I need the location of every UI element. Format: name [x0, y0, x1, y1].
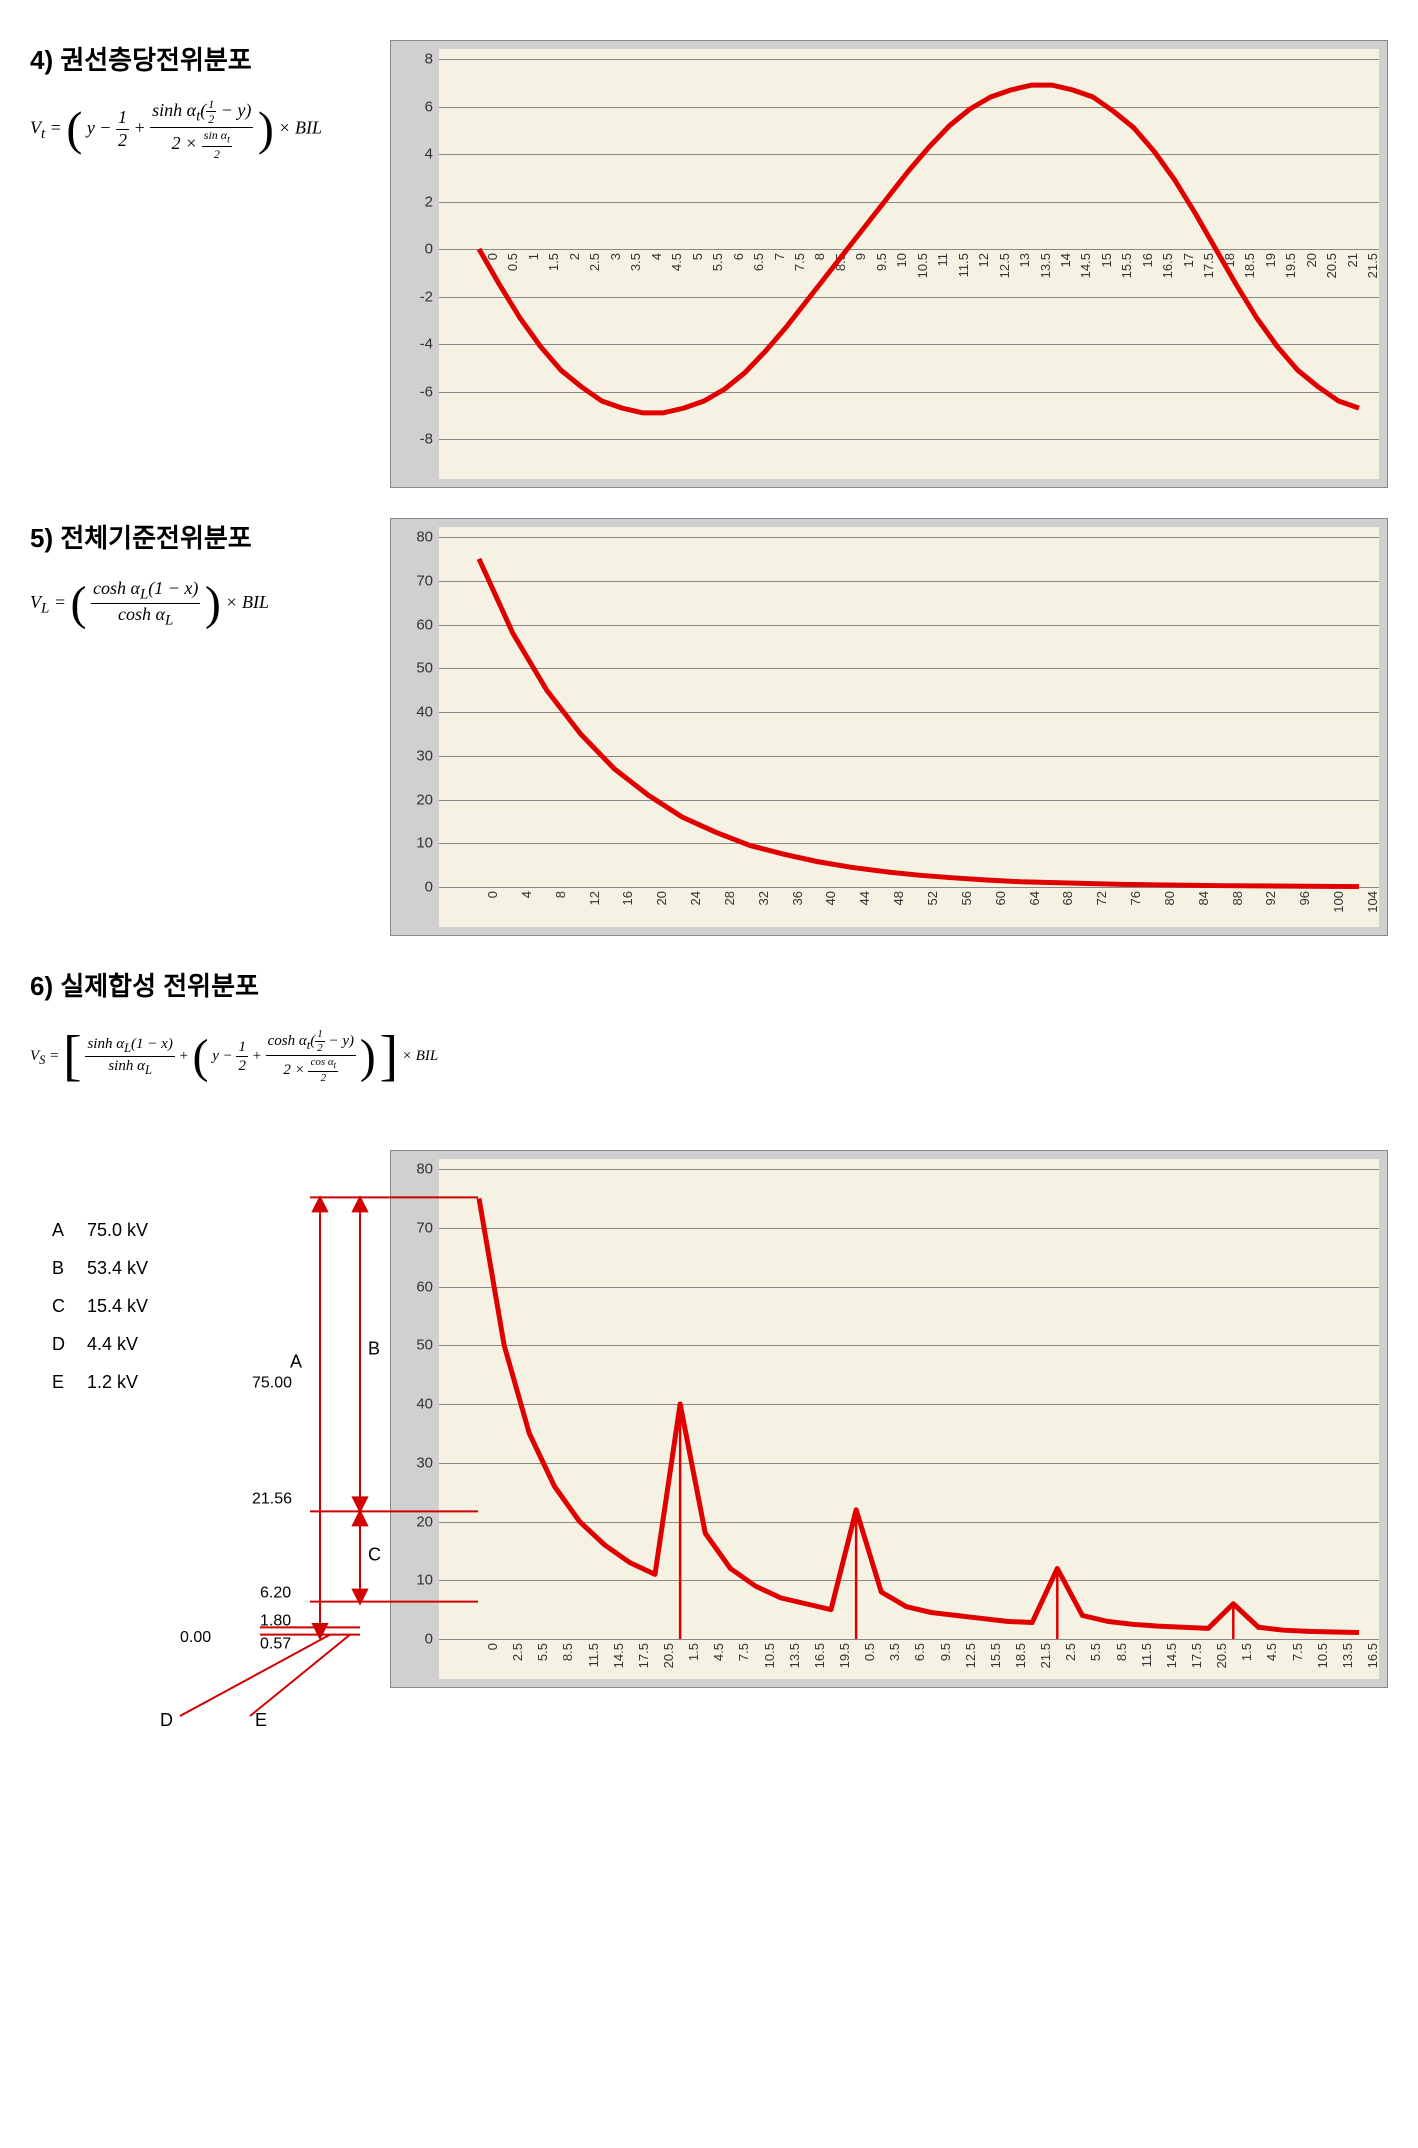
- annotation-text: D: [160, 1710, 173, 1730]
- y-tick-label: 70: [416, 572, 439, 589]
- y-tick-label: 0: [425, 241, 439, 258]
- annotation-text: 6.20: [260, 1585, 291, 1602]
- y-tick-label: 6: [425, 98, 439, 115]
- y-tick-label: 80: [416, 529, 439, 546]
- y-tick-label: -6: [420, 383, 439, 400]
- y-tick-label: 20: [416, 791, 439, 808]
- section4-formula: Vt = ( y − 12 + sinh αt(12 − y) 2 × sin …: [30, 97, 370, 162]
- chart3-annotation-overlay: A 75.00 B 21.56 C 6.20 1.80 0.57 0.00 D E: [30, 1150, 1390, 1746]
- section-4: 4) 권선층당전위분포 Vt = ( y − 12 + sinh αt(12 −…: [30, 40, 1388, 488]
- formula6-tail: × BIL: [402, 1048, 438, 1064]
- formula5-tail: × BIL: [225, 592, 269, 612]
- chart-line: [479, 559, 1359, 887]
- annotation-text: 1.80: [260, 1613, 291, 1630]
- section6-formula: VS = [ sinh αL(1 − x) sinh αL + ( y − 12…: [30, 1023, 1388, 1090]
- section6-heading: 6) 실제합성 전위분포: [30, 966, 1388, 1003]
- annotation-text: 21.56: [252, 1491, 292, 1508]
- y-tick-label: -4: [420, 336, 439, 353]
- y-tick-label: 40: [416, 704, 439, 721]
- annotation-text: 0.00: [180, 1629, 211, 1646]
- y-tick-label: 50: [416, 660, 439, 677]
- chart1: -8-6-4-20246800.511.522.533.544.555.566.…: [390, 40, 1388, 488]
- y-tick-label: 30: [416, 747, 439, 764]
- section4-heading: 4) 권선층당전위분포: [30, 40, 370, 77]
- annotation-text: 0.57: [260, 1636, 291, 1653]
- y-tick-label: 8: [425, 51, 439, 68]
- y-tick-label: 0: [425, 879, 439, 896]
- y-tick-label: -8: [420, 431, 439, 448]
- chart-line: [479, 85, 1359, 413]
- section-5: 5) 전체기준전위분포 VL = ( cosh αL(1 − x) cosh α…: [30, 518, 1388, 936]
- y-tick-label: 4: [425, 146, 439, 163]
- y-tick-label: 2: [425, 193, 439, 210]
- formula4-tail: × BIL: [278, 117, 322, 137]
- section5-heading: 5) 전체기준전위분포: [30, 518, 370, 555]
- annotation-text: C: [368, 1545, 381, 1565]
- annotation-text: 75.00: [252, 1375, 292, 1392]
- section5-formula: VL = ( cosh αL(1 − x) cosh αL ) × BIL: [30, 575, 370, 633]
- y-tick-label: 60: [416, 616, 439, 633]
- chart2: 0102030405060708004812162024283236404448…: [390, 518, 1388, 936]
- annotation-text: E: [255, 1710, 267, 1730]
- section-6: 6) 실제합성 전위분포 VS = [ sinh αL(1 − x) sinh …: [30, 966, 1388, 1688]
- y-tick-label: 10: [416, 835, 439, 852]
- annotation-text: A: [290, 1352, 302, 1372]
- annotation-text: B: [368, 1339, 380, 1359]
- y-tick-label: -2: [420, 288, 439, 305]
